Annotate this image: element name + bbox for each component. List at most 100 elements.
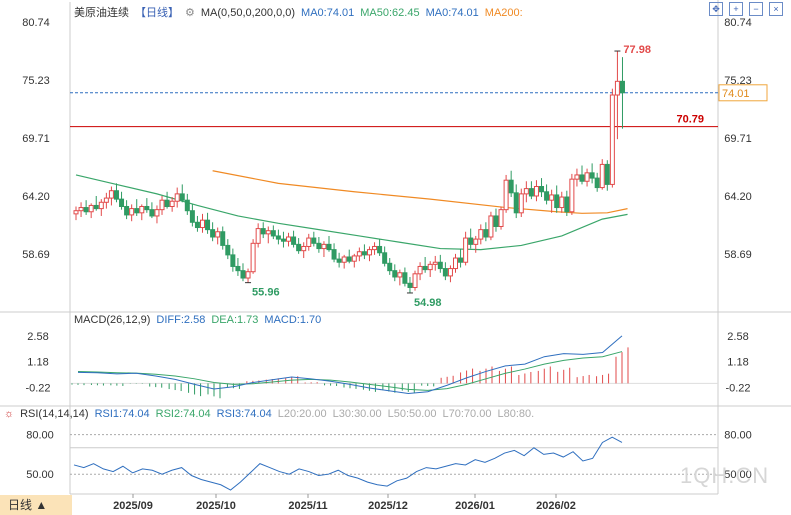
- candle-body: [311, 237, 317, 244]
- macd-legend: MACD(26,12,9) DIFF:2.58 DEA:1.73 MACD:1.70: [74, 314, 327, 326]
- high-marker: 77.98: [623, 44, 651, 56]
- ma50-value: MA50:62.45: [360, 7, 420, 19]
- candle-body: [372, 245, 378, 251]
- rsi-tick-right: 50.00: [724, 469, 752, 481]
- candle-body: [260, 228, 266, 235]
- macd-dea: DEA:1.73: [211, 314, 259, 326]
- timeframe-tab[interactable]: 日线 ▲: [0, 495, 72, 515]
- candle-body: [599, 163, 605, 189]
- candle-body: [493, 215, 499, 227]
- time-label: 2025/11: [288, 500, 327, 512]
- last-price-box: [718, 84, 768, 102]
- macd-diff-line: [77, 335, 623, 395]
- rsi-l50: L50:50.00: [387, 408, 437, 420]
- candle-body: [245, 271, 251, 279]
- candle-body: [427, 263, 433, 271]
- candle-body: [179, 193, 185, 201]
- price-tick-left: 69.71: [22, 133, 50, 145]
- price-tick-right: 64.20: [724, 191, 752, 203]
- candle-body: [144, 205, 150, 211]
- candle-body: [139, 205, 145, 214]
- candle-body: [447, 268, 453, 277]
- candle-body: [407, 282, 413, 288]
- candle-body: [235, 265, 241, 272]
- candle-body: [523, 188, 529, 195]
- candle-body: [184, 199, 190, 212]
- price-tick-left: 80.74: [22, 17, 50, 29]
- candle-body: [270, 230, 276, 237]
- candle-body: [392, 270, 398, 278]
- candle-body: [220, 231, 226, 246]
- rsi-tick-right: 80.00: [724, 430, 752, 442]
- sun-icon[interactable]: ☼: [4, 408, 15, 420]
- candle-body: [200, 219, 205, 229]
- macd-value: MACD:1.70: [264, 314, 322, 326]
- candle-body: [78, 207, 84, 212]
- candle-body: [397, 272, 403, 278]
- candle-body: [113, 190, 119, 200]
- candle-body: [387, 262, 393, 272]
- price-tick-left: 75.23: [22, 75, 50, 87]
- level-label: 70.79: [676, 114, 704, 126]
- candle-body: [569, 178, 575, 213]
- candle-body: [124, 205, 130, 216]
- candle-body: [306, 237, 312, 247]
- zoom-out-icon[interactable]: −: [749, 2, 763, 16]
- rsi-title: RSI(14,14,14): [20, 408, 89, 420]
- move-icon[interactable]: ✥: [709, 2, 723, 16]
- candle-body: [164, 199, 170, 207]
- window-controls: ✥ + − ×: [709, 2, 783, 16]
- candle-body: [265, 230, 271, 235]
- candle-body: [574, 174, 580, 180]
- close-icon[interactable]: ×: [769, 2, 783, 16]
- macd-tick-left: 1.18: [27, 357, 48, 369]
- candle-body: [93, 204, 99, 210]
- candle-body: [240, 270, 246, 279]
- watermark: 1QH.CN: [680, 463, 770, 488]
- rsi-tick-left: 80.00: [26, 430, 54, 442]
- candle-body: [205, 219, 211, 231]
- candle-body: [584, 172, 590, 182]
- settings-icon[interactable]: ⚙: [185, 7, 195, 19]
- candle-body: [559, 196, 565, 209]
- candle-body: [129, 208, 135, 216]
- candle-body: [250, 242, 256, 273]
- price-tick-left: 58.69: [22, 249, 50, 261]
- time-label: 2025/09: [113, 500, 153, 512]
- candle-body: [119, 198, 125, 207]
- candle-body: [346, 256, 352, 262]
- candle-body: [594, 177, 600, 189]
- candle-body: [589, 172, 595, 179]
- period-label[interactable]: 【日线】: [135, 7, 179, 19]
- price-tick-left: 64.20: [22, 191, 50, 203]
- price-tick-right: 75.23: [724, 75, 752, 87]
- candle-body: [351, 255, 357, 262]
- candle-body: [579, 174, 585, 182]
- candle-body: [108, 190, 114, 199]
- candle-body: [159, 199, 165, 211]
- ma0b-value: MA0:74.01: [425, 7, 479, 19]
- macd-tick-right: 1.18: [727, 357, 748, 369]
- ma-label: MA(0,50,0,200,0,0): [200, 7, 296, 19]
- candle-body: [336, 258, 342, 263]
- candle-body: [230, 254, 236, 267]
- zoom-in-icon[interactable]: +: [729, 2, 743, 16]
- candle-body: [468, 237, 474, 245]
- candle-body: [422, 265, 428, 271]
- candle-body: [539, 186, 545, 193]
- price-tick-right: 58.69: [724, 249, 752, 261]
- candle-body: [604, 163, 610, 185]
- macd-tick-left: -0.22: [25, 382, 50, 394]
- candle-body: [331, 249, 337, 260]
- macd-title: MACD(26,12,9): [74, 314, 151, 326]
- candle-body: [437, 261, 443, 270]
- candle-body: [619, 80, 625, 94]
- candle-body: [498, 209, 504, 227]
- candle-body: [483, 229, 489, 238]
- candle-body: [453, 257, 458, 270]
- rsi-l80: L80:80.: [497, 408, 535, 420]
- candle-body: [544, 191, 550, 201]
- main-legend: 美原油连续 【日线】 ⚙ MA(0,50,0,200,0,0) MA0:74.01 MA5…: [74, 4, 529, 20]
- candle-body: [134, 208, 140, 214]
- candle-body: [412, 273, 418, 288]
